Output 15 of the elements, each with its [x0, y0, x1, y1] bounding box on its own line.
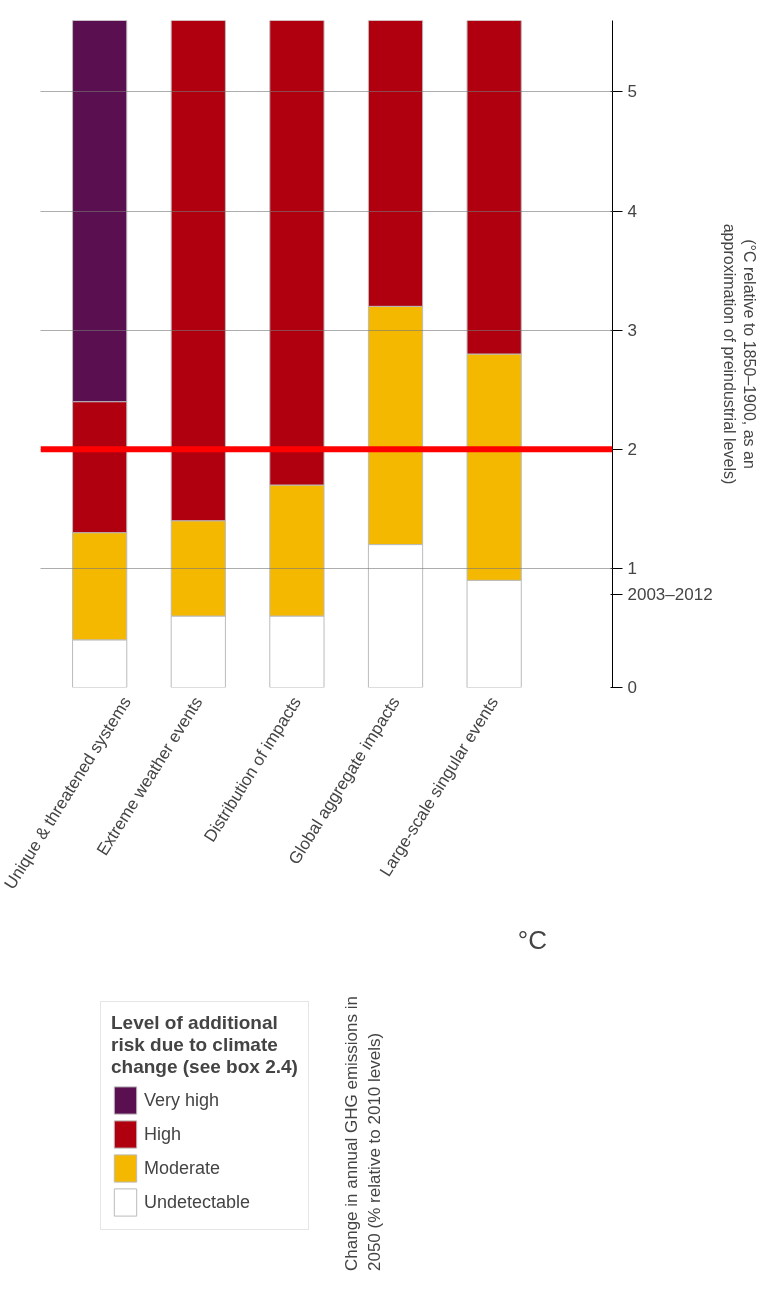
legend-label: High: [144, 1123, 182, 1145]
y-tick-label: 2003–2012: [627, 585, 713, 605]
text: Change in annual GHG emissions in 2050 (% relative to 2010 levels): [341, 996, 384, 1271]
legend-title: Level of additional risk due to climate change (see box 2.4): [111, 1012, 298, 1078]
y-tick-label: 0: [627, 678, 637, 697]
legend-label: Very high: [144, 1089, 220, 1111]
y-axis-title: (°C relative to 1850–1900, as an approximation of preindustrial levels): [720, 223, 758, 485]
y-tick-label: 5: [627, 82, 637, 102]
legend-label: Moderate: [144, 1157, 221, 1179]
legend-label: Undetectable: [144, 1191, 251, 1213]
y-tick-label: 1: [627, 558, 637, 578]
text: °C: [517, 924, 548, 955]
y-tick-label: 4: [627, 201, 637, 221]
y-tick-label: 2: [627, 439, 637, 459]
y-tick-label: 3: [627, 320, 637, 340]
